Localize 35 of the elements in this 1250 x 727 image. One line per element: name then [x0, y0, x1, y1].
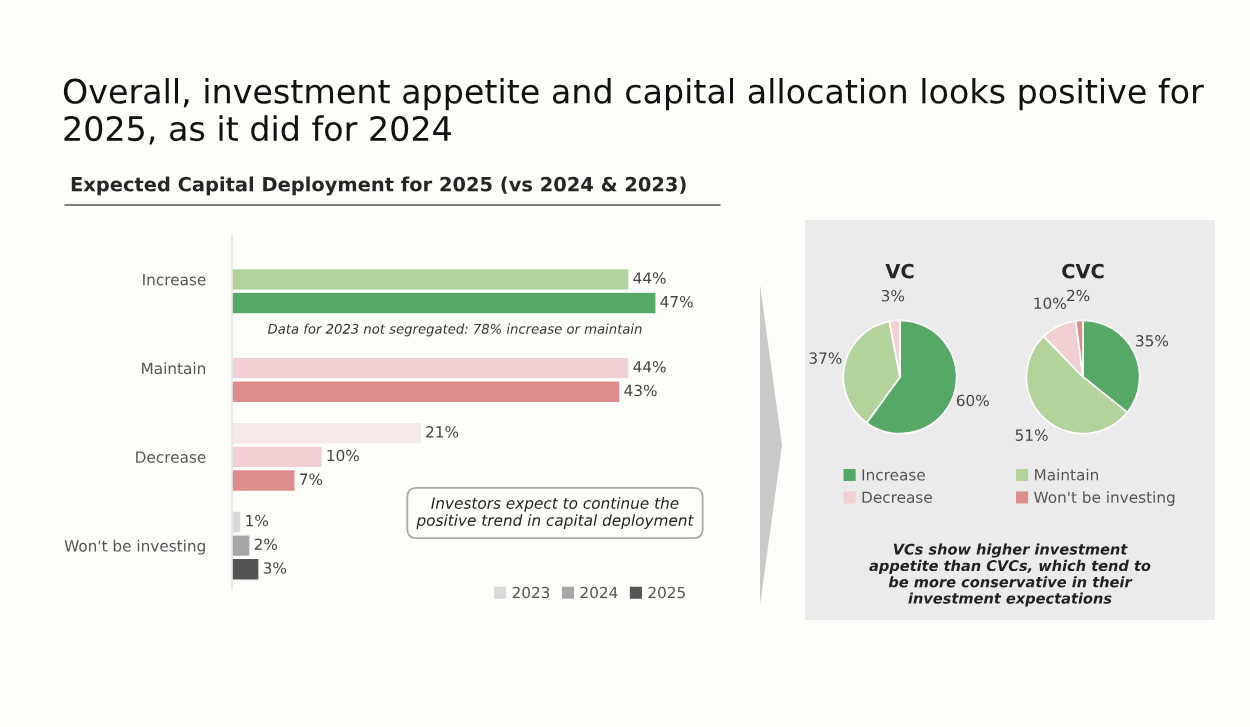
data-label: 2% — [254, 538, 278, 551]
data-label: 47% — [660, 295, 693, 308]
data-label: 7% — [300, 473, 323, 485]
chart-title: VC — [885, 263, 914, 279]
data-label: 60% — [956, 394, 989, 407]
y-tick-label: Increase — [143, 274, 206, 286]
data-label: 1% — [246, 514, 269, 527]
y-tick-label: Decrease — [136, 451, 206, 463]
data-label: 10% — [327, 449, 359, 462]
chart-title: Overall, investment appetite and capital allocation looks positive for 2025, as it did for 2024 — [63, 78, 1204, 145]
y-tick-label: Won't be investing — [64, 539, 205, 555]
legend-label: Maintain — [1035, 468, 1098, 481]
data-label: 10% — [1034, 297, 1066, 310]
legend-label: Decrease — [862, 491, 932, 503]
chart-title: CVC — [1062, 263, 1104, 279]
data-label: 43% — [624, 384, 657, 397]
legend-label: 2025 — [648, 586, 685, 599]
data-label: 37% — [809, 352, 842, 364]
annotation: Investors expect to continue the positive trend in capital deployment — [416, 497, 694, 529]
annotation: Data for 2023 not segregated: 78% increase or maintain — [267, 323, 642, 337]
data-label: 35% — [1136, 335, 1169, 347]
data-label: 3% — [263, 562, 287, 574]
data-label: 44% — [633, 272, 666, 284]
data-label: 44% — [633, 361, 666, 373]
legend-label: Increase — [862, 469, 925, 481]
y-tick-label: Maintain — [142, 362, 206, 375]
chart-subtitle: Expected Capital Deployment for 2025 (vs 2024 & 2023) — [71, 176, 686, 196]
data-label: 51% — [1015, 429, 1048, 441]
data-label: 2% — [1067, 289, 1090, 302]
data-label: 21% — [426, 426, 459, 438]
text: VCs show higher investment appetite than CVCs, which tend to be more conservative in their investment expectations — [869, 543, 1151, 607]
legend-label: 2024 — [580, 586, 618, 599]
legend-label: 2023 — [512, 586, 550, 599]
data-label: 3% — [881, 289, 905, 302]
legend-label: Won't be investing — [1034, 491, 1175, 506]
